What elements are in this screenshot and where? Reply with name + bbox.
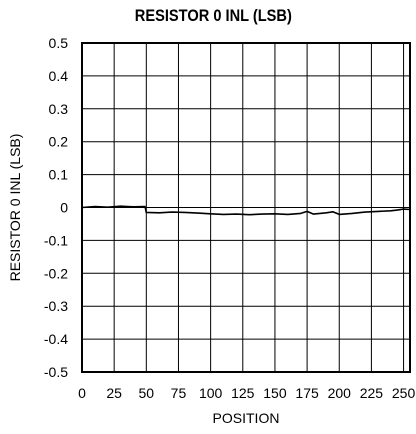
- x-tick-labels: 0 25 50 75 100 125 150 175 200 225 250: [78, 385, 415, 401]
- y-tick-label: 0.3: [49, 101, 69, 117]
- x-tick-label: 25: [106, 385, 122, 401]
- chart-title: RESISTOR 0 INL (LSB): [134, 6, 292, 25]
- y-tick-label: -0.5: [44, 364, 68, 380]
- y-tick-label: 0.2: [49, 134, 69, 150]
- y-tick-label: -0.4: [44, 331, 68, 347]
- y-tick-label: -0.1: [44, 232, 68, 248]
- y-tick-labels: 0.5 0.4 0.3 0.2 0.1 0 -0.1 -0.2 -0.3 -0.4 -0.5: [44, 35, 68, 380]
- x-tick-label: 50: [139, 385, 155, 401]
- series-line-0: [81, 205, 411, 216]
- series-group: [81, 205, 411, 216]
- y-tick-label: -0.2: [44, 265, 68, 281]
- x-axis-label: POSITION: [213, 410, 280, 426]
- x-tick-label: 100: [199, 385, 223, 401]
- x-tick-label: 0: [78, 385, 86, 401]
- y-tick-label: 0.5: [49, 35, 69, 51]
- x-tick-label: 200: [328, 385, 352, 401]
- y-tick-label: -0.3: [44, 298, 68, 314]
- x-tick-label: 75: [171, 385, 187, 401]
- y-tick-label: 0: [60, 200, 68, 216]
- y-axis-label: RESISTOR 0 INL (LSB): [7, 134, 23, 282]
- y-tick-label: 0.1: [49, 167, 69, 183]
- x-tick-label: 175: [295, 385, 319, 401]
- grid: [81, 42, 410, 373]
- plot-frame: [81, 42, 411, 373]
- x-tick-label: 150: [263, 385, 287, 401]
- x-tick-label: 250: [392, 385, 416, 401]
- y-tick-label: 0.4: [49, 68, 69, 84]
- x-tick-label: 125: [231, 385, 255, 401]
- x-tick-label: 225: [360, 385, 384, 401]
